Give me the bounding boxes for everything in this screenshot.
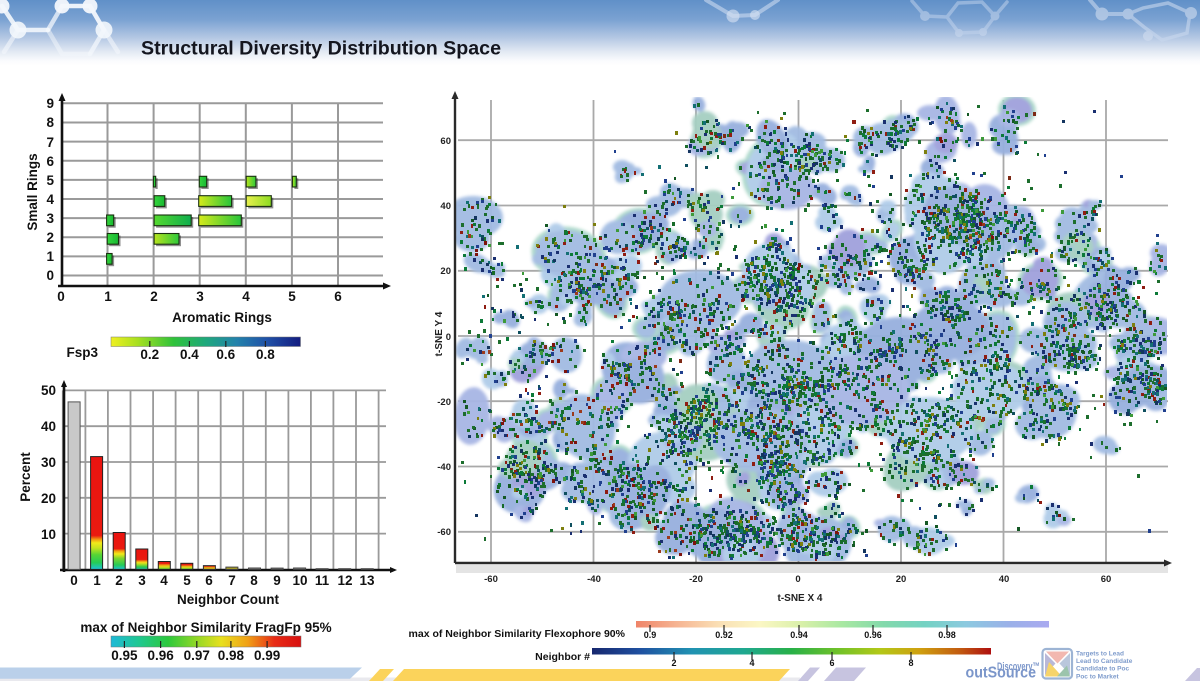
svg-text:8: 8 xyxy=(908,658,913,668)
svg-text:0: 0 xyxy=(57,289,65,304)
svg-text:Structural Diversity Distribut: Structural Diversity Distribution Space xyxy=(141,38,501,60)
svg-text:0.97: 0.97 xyxy=(184,648,210,663)
svg-text:0.96: 0.96 xyxy=(864,630,882,640)
svg-text:-20: -20 xyxy=(437,397,451,408)
svg-text:2: 2 xyxy=(115,573,123,588)
svg-text:9: 9 xyxy=(46,96,54,111)
svg-text:3: 3 xyxy=(46,211,54,226)
svg-text:4: 4 xyxy=(242,289,250,304)
svg-text:Aromatic Rings: Aromatic Rings xyxy=(172,310,272,325)
svg-text:1: 1 xyxy=(46,249,54,264)
svg-text:Small Rings: Small Rings xyxy=(25,153,40,230)
svg-text:-60: -60 xyxy=(437,527,451,538)
svg-text:t-SNE X 4: t-SNE X 4 xyxy=(777,593,822,604)
svg-text:0.92: 0.92 xyxy=(715,630,733,640)
svg-text:1: 1 xyxy=(93,573,101,588)
svg-text:Lead to Candidate: Lead to Candidate xyxy=(1076,658,1133,665)
svg-text:3: 3 xyxy=(196,289,204,304)
svg-text:0.95: 0.95 xyxy=(111,648,138,663)
svg-text:0.96: 0.96 xyxy=(147,648,174,663)
svg-text:0.4: 0.4 xyxy=(180,347,199,362)
svg-text:50: 50 xyxy=(41,383,56,398)
svg-text:9: 9 xyxy=(273,573,281,588)
svg-text:0.8: 0.8 xyxy=(256,347,275,362)
svg-text:4: 4 xyxy=(46,192,54,207)
svg-text:0.9: 0.9 xyxy=(644,630,657,640)
svg-text:-40: -40 xyxy=(587,574,601,585)
svg-text:10: 10 xyxy=(41,527,56,542)
svg-text:Targets to Lead: Targets to Lead xyxy=(1076,651,1124,658)
svg-text:5: 5 xyxy=(46,173,54,188)
svg-text:t-SNE Y 4: t-SNE Y 4 xyxy=(434,311,445,356)
svg-text:0.99: 0.99 xyxy=(254,648,280,663)
svg-text:40: 40 xyxy=(999,574,1010,585)
svg-text:8: 8 xyxy=(250,573,258,588)
svg-text:-20: -20 xyxy=(689,574,703,585)
svg-text:Neighbor #: Neighbor # xyxy=(535,651,590,663)
svg-text:6: 6 xyxy=(829,658,834,668)
svg-text:11: 11 xyxy=(315,573,330,588)
svg-text:0: 0 xyxy=(795,574,800,585)
svg-text:Percent: Percent xyxy=(18,452,33,502)
svg-text:8: 8 xyxy=(46,115,54,130)
svg-text:2: 2 xyxy=(671,658,676,668)
svg-text:-60: -60 xyxy=(484,574,498,585)
svg-text:60: 60 xyxy=(1101,574,1112,585)
svg-text:40: 40 xyxy=(41,419,56,434)
svg-text:Poc to Market: Poc to Market xyxy=(1076,673,1119,680)
svg-text:0.6: 0.6 xyxy=(216,347,235,362)
svg-text:6: 6 xyxy=(205,573,213,588)
svg-text:20: 20 xyxy=(896,574,907,585)
svg-text:6: 6 xyxy=(46,154,54,169)
svg-text:2: 2 xyxy=(46,230,54,245)
svg-text:20: 20 xyxy=(440,266,451,277)
svg-text:0.94: 0.94 xyxy=(790,630,808,640)
svg-text:0.2: 0.2 xyxy=(140,347,159,362)
svg-text:Neighbor Count: Neighbor Count xyxy=(177,592,279,607)
svg-text:outSource: outSource xyxy=(966,665,1037,681)
svg-text:4: 4 xyxy=(749,658,754,668)
svg-text:max of Neighbor Similarity Fle: max of Neighbor Similarity Flexophore 90… xyxy=(409,628,626,640)
svg-text:-40: -40 xyxy=(437,462,451,473)
svg-text:12: 12 xyxy=(337,573,352,588)
svg-text:30: 30 xyxy=(41,455,56,470)
svg-text:Fsp3: Fsp3 xyxy=(66,345,98,360)
svg-text:6: 6 xyxy=(334,289,342,304)
svg-text:13: 13 xyxy=(359,573,375,588)
svg-text:0.98: 0.98 xyxy=(938,630,956,640)
svg-text:0: 0 xyxy=(446,332,451,343)
svg-text:0.98: 0.98 xyxy=(218,648,245,663)
svg-text:Candidate to Poc: Candidate to Poc xyxy=(1076,666,1129,673)
svg-text:4: 4 xyxy=(160,573,168,588)
svg-text:5: 5 xyxy=(288,289,296,304)
svg-text:7: 7 xyxy=(46,135,54,150)
svg-text:10: 10 xyxy=(292,573,307,588)
svg-text:1: 1 xyxy=(104,289,112,304)
svg-text:40: 40 xyxy=(440,201,451,212)
svg-text:max of Neighbor Similarity Fra: max of Neighbor Similarity FragFp 95% xyxy=(80,620,331,635)
svg-text:2: 2 xyxy=(150,289,158,304)
svg-text:5: 5 xyxy=(183,573,191,588)
svg-text:Discovery™: Discovery™ xyxy=(997,661,1040,673)
svg-text:0: 0 xyxy=(70,573,78,588)
svg-text:7: 7 xyxy=(228,573,236,588)
svg-text:3: 3 xyxy=(138,573,146,588)
svg-text:60: 60 xyxy=(440,136,451,147)
svg-text:0: 0 xyxy=(46,268,54,283)
svg-text:20: 20 xyxy=(41,491,56,506)
